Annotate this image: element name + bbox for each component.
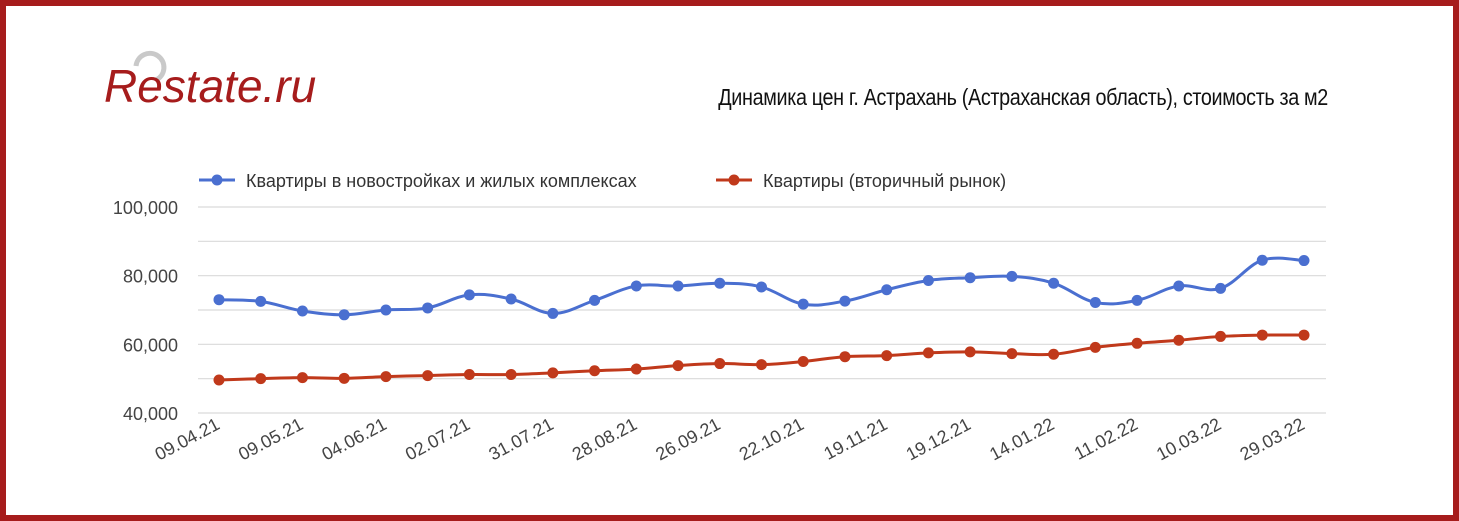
legend-label: Квартиры в новостройках и жилых комплекс… xyxy=(246,171,637,191)
data-point xyxy=(756,359,767,371)
data-point xyxy=(505,293,517,305)
x-tick-label: 22.10.21 xyxy=(736,414,807,465)
data-point xyxy=(1173,280,1185,292)
data-point xyxy=(505,369,517,381)
data-point xyxy=(380,371,392,383)
data-point xyxy=(1215,282,1227,294)
legend-swatch-marker xyxy=(728,174,740,186)
data-point xyxy=(1256,254,1268,266)
data-point xyxy=(1089,296,1101,308)
x-axis-ticks: 09.04.21 09.05.21 04.06.21 02.07.21 31.07.21… xyxy=(152,414,1308,465)
data-point xyxy=(255,295,267,307)
data-point xyxy=(630,363,642,375)
data-point xyxy=(1131,337,1143,349)
data-point xyxy=(463,369,475,381)
legend: Квартиры в новостройках и жилых комплекс… xyxy=(199,171,1006,191)
data-point xyxy=(547,367,559,379)
y-tick-label: 80,000 xyxy=(123,267,178,287)
data-point xyxy=(1131,294,1143,306)
data-point xyxy=(672,280,684,292)
data-point xyxy=(964,272,976,284)
data-point xyxy=(881,284,893,296)
data-point xyxy=(756,281,767,293)
data-point xyxy=(213,294,225,306)
data-point xyxy=(672,360,684,372)
x-tick-label: 11.02.22 xyxy=(1071,414,1141,464)
data-point xyxy=(422,370,434,382)
data-point xyxy=(1173,334,1185,346)
x-tick-label: 19.12.21 xyxy=(903,414,974,465)
x-tick-label: 14.01.22 xyxy=(986,414,1057,465)
data-point xyxy=(255,373,267,385)
x-tick-label: 29.03.22 xyxy=(1237,414,1308,465)
data-point xyxy=(338,372,350,384)
data-point xyxy=(1048,348,1060,360)
data-point xyxy=(839,295,851,307)
data-point xyxy=(1006,348,1018,360)
x-tick-label: 10.03.22 xyxy=(1153,414,1224,465)
y-tick-label: 40,000 xyxy=(123,404,178,424)
data-point xyxy=(213,374,225,386)
data-point xyxy=(1256,329,1268,341)
data-point xyxy=(1298,329,1310,341)
data-point xyxy=(1215,330,1227,342)
data-point xyxy=(964,346,976,358)
x-tick-label: 09.05.21 xyxy=(235,414,306,465)
data-point xyxy=(922,347,934,359)
data-point xyxy=(797,356,809,367)
x-tick-label: 26.09.21 xyxy=(652,414,723,465)
restate-logo: Restate.ru xyxy=(104,50,316,112)
data-point xyxy=(296,372,308,384)
data-point xyxy=(547,307,559,319)
x-tick-label: 31.07.21 xyxy=(485,414,556,465)
data-point xyxy=(296,305,308,317)
data-point xyxy=(630,280,642,292)
data-point xyxy=(797,298,809,310)
logo-text: Restate.ru xyxy=(104,60,316,112)
data-point xyxy=(1006,270,1018,282)
y-axis-ticks: 40,000 60,000 80,000 100,000 xyxy=(113,198,178,424)
data-point xyxy=(463,289,475,301)
y-tick-label: 100,000 xyxy=(113,198,178,218)
gridlines xyxy=(198,206,1326,414)
data-point xyxy=(1048,277,1060,289)
data-point xyxy=(1089,341,1101,353)
data-point xyxy=(1298,255,1310,267)
data-point xyxy=(589,365,601,377)
x-tick-label: 19.11.21 xyxy=(820,414,890,464)
data-point xyxy=(881,350,893,362)
y-tick-label: 60,000 xyxy=(123,335,178,355)
series-layer xyxy=(213,254,1310,386)
legend-swatch-marker xyxy=(211,174,223,186)
x-tick-label: 28.08.21 xyxy=(569,414,640,465)
data-point xyxy=(338,309,350,321)
data-point xyxy=(589,294,601,306)
data-point xyxy=(380,304,392,316)
data-point xyxy=(714,277,726,289)
legend-label: Квартиры (вторичный рынок) xyxy=(763,171,1006,191)
x-tick-label: 02.07.21 xyxy=(402,414,473,465)
data-point xyxy=(922,274,934,286)
data-point xyxy=(714,358,726,370)
x-tick-label: 04.06.21 xyxy=(319,414,390,465)
chart-title: Динамика цен г. Астрахань (Астраханская … xyxy=(718,84,1328,110)
data-point xyxy=(422,302,434,314)
data-point xyxy=(839,351,851,363)
